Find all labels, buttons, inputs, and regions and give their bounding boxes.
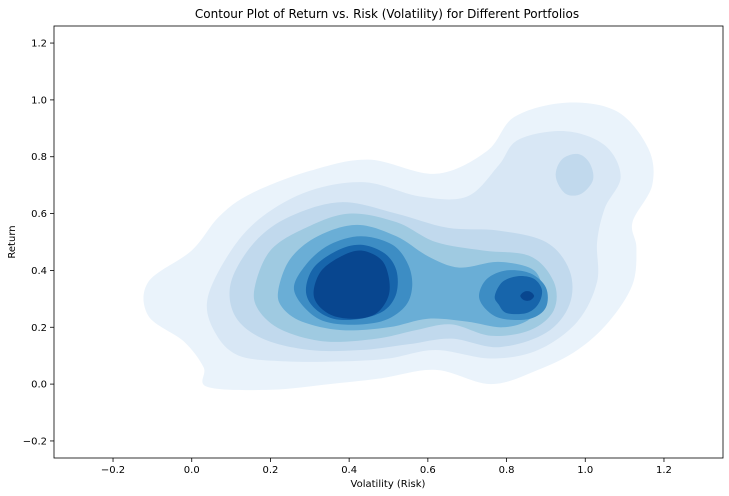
y-tick-label: 0.6 — [31, 209, 47, 220]
chart-title: Contour Plot of Return vs. Risk (Volatil… — [195, 7, 579, 21]
contour-band-level-7 — [520, 291, 535, 301]
y-tick-label: 1.2 — [31, 39, 47, 50]
x-tick-label: 0.4 — [341, 465, 357, 476]
plot-frame — [53, 25, 724, 459]
x-tick-label: 1.0 — [577, 465, 593, 476]
x-tick-label: 0.2 — [262, 465, 278, 476]
y-axis-label: Return — [7, 225, 18, 258]
x-axis: −0.2 0.0 0.2 0.4 0.6 0.8 1.0 1.2 — [101, 458, 672, 476]
x-tick-label: 0.0 — [184, 465, 200, 476]
y-tick-label: 1.0 — [31, 95, 47, 106]
y-tick-label: 0.4 — [31, 266, 47, 277]
y-tick-label: 0.2 — [31, 323, 47, 334]
x-tick-label: −0.2 — [101, 465, 125, 476]
y-tick-label: 0.8 — [31, 152, 47, 163]
x-axis-label: Volatility (Risk) — [351, 479, 426, 490]
x-tick-label: 0.6 — [420, 465, 436, 476]
x-tick-label: 1.2 — [656, 465, 672, 476]
y-tick-label: −0.2 — [23, 436, 47, 447]
y-axis: −0.2 0.0 0.2 0.4 0.6 0.8 1.0 1.2 — [23, 39, 54, 447]
y-tick-label: 0.0 — [31, 380, 47, 391]
density-contours — [143, 102, 654, 391]
contour-band-level-2 — [555, 153, 594, 196]
x-tick-label: 0.8 — [499, 465, 515, 476]
contour-band-level-7 — [313, 250, 390, 319]
contour-band-level-6 — [494, 275, 543, 315]
